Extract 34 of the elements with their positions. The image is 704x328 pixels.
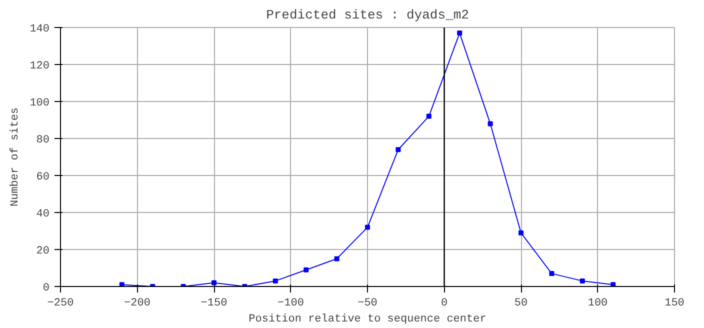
y-tick-label: 20	[36, 246, 50, 258]
point	[457, 30, 462, 36]
y-tick-label: 0	[42, 282, 50, 294]
point	[549, 271, 554, 276]
point	[334, 256, 340, 262]
x-tick-label: 50	[514, 298, 528, 310]
x-tick-label: 0	[440, 298, 448, 310]
x-tick-label: 100	[588, 298, 608, 310]
y-tick-label: 140	[30, 24, 50, 36]
x-axis-title: Position relative to sequence center	[248, 314, 486, 326]
point	[212, 280, 216, 286]
point	[610, 282, 616, 286]
x-tick-label: −200	[124, 298, 150, 310]
point	[488, 121, 493, 126]
point	[272, 278, 278, 284]
point	[304, 267, 309, 272]
x-tick-label: −150	[200, 298, 228, 310]
point	[365, 224, 370, 230]
y-tick-label: 100	[30, 98, 50, 110]
x-tick-label: −250	[47, 298, 74, 310]
x-tick-label: −100	[278, 298, 304, 310]
x-tick-label: −50	[358, 298, 378, 310]
point	[119, 282, 124, 286]
y-axis-title: Number of sites	[10, 107, 22, 207]
chart-title: Predicted sites : dyads_m2	[266, 8, 469, 22]
point	[580, 278, 585, 284]
y-tick-label: 60	[36, 172, 50, 184]
y-tick-label: 40	[36, 208, 50, 220]
y-tick-label: 120	[30, 60, 50, 72]
point	[518, 230, 524, 236]
y-tick-label: 80	[36, 134, 50, 146]
point	[396, 147, 401, 152]
point	[426, 114, 432, 119]
x-tick-label: 150	[664, 298, 684, 310]
